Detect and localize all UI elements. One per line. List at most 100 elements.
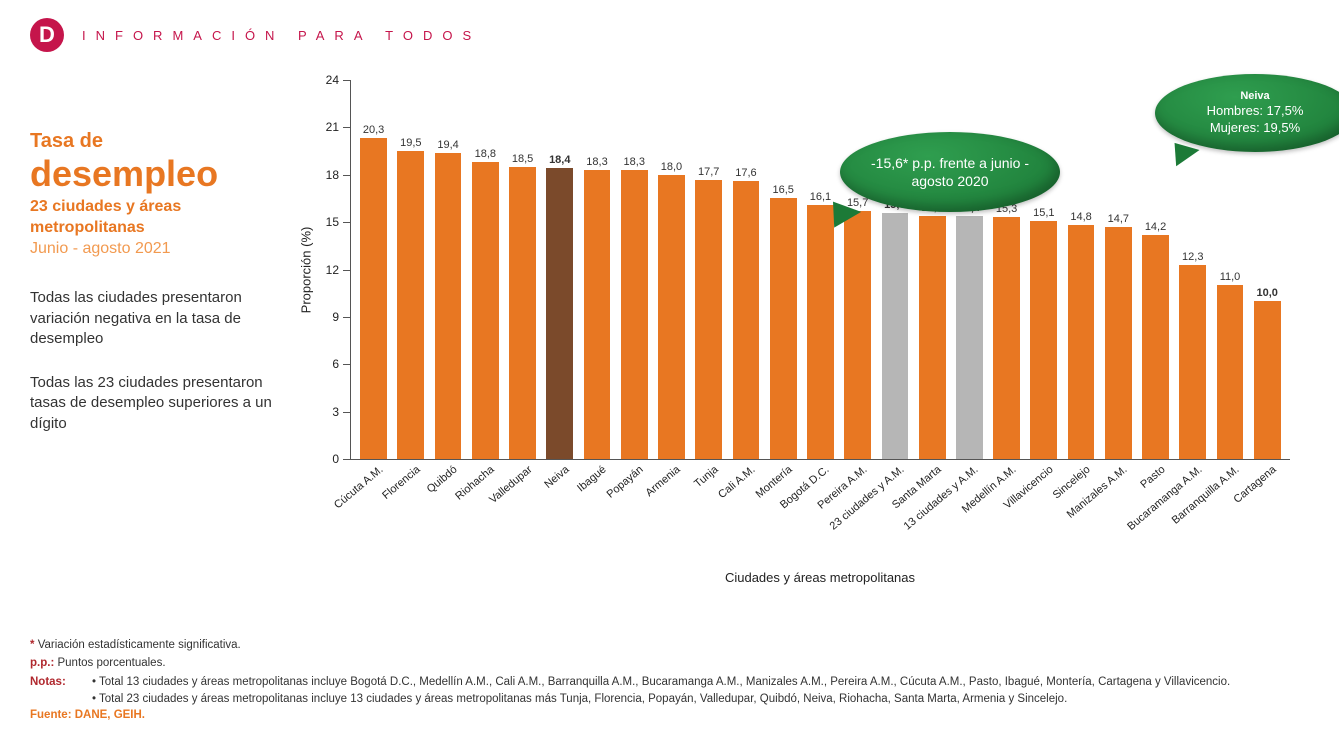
- bar-column: 20,3Cúcuta A.M.: [355, 80, 392, 459]
- footnote-pp-label: p.p.:: [30, 657, 54, 669]
- bar-column: 18,4Neiva: [541, 80, 578, 459]
- bar-column: 17,7Tunja: [690, 80, 727, 459]
- bar-column: 18,8Riohacha: [467, 80, 504, 459]
- bar-value-label: 18,8: [475, 148, 496, 160]
- title-period: Junio - agosto 2021: [30, 240, 290, 258]
- callout-neiva: Neiva Hombres: 17,5% Mujeres: 19,5%: [1155, 74, 1339, 152]
- summary-paragraph-2: Todas las 23 ciudades presentaron tasas …: [30, 373, 290, 434]
- bar: [584, 170, 611, 459]
- bar: [770, 198, 797, 459]
- bar-value-label: 17,7: [698, 166, 719, 178]
- plot-area: 20,3Cúcuta A.M.19,5Florencia19,4Quibdó18…: [350, 80, 1290, 460]
- brand-tagline: INFORMACIÓN PARA TODOS: [82, 28, 481, 43]
- y-tick-label: 18: [326, 168, 351, 182]
- bar-category-label: Cali A.M.: [712, 459, 757, 501]
- footnote-source: Fuente: DANE, GEIH.: [30, 709, 145, 721]
- bar: [807, 205, 834, 459]
- bar-column: 16,1Bogotá D.C.: [802, 80, 839, 459]
- bar-column: 16,5Montería: [765, 80, 802, 459]
- bar-value-label: 18,0: [661, 161, 682, 173]
- bar: [1142, 235, 1169, 459]
- bar-value-label: 14,8: [1070, 211, 1091, 223]
- bar: [360, 138, 387, 459]
- bar: [919, 216, 946, 459]
- bar-value-label: 16,1: [810, 191, 831, 203]
- bar-value-label: 18,3: [624, 156, 645, 168]
- y-tick-label: 0: [332, 452, 351, 466]
- bar-column: 18,3Popayán: [616, 80, 653, 459]
- bar-category-label: Popayán: [601, 459, 646, 501]
- bar: [435, 153, 462, 459]
- bar: [509, 167, 536, 459]
- bar: [1254, 301, 1281, 459]
- bar-value-label: 11,0: [1220, 271, 1241, 283]
- footnote-notes-2: • Total 23 ciudades y áreas metropolitan…: [92, 691, 1319, 708]
- bar-value-label: 19,4: [437, 139, 458, 151]
- bar-value-label: 12,3: [1182, 251, 1203, 263]
- bar-category-label: Cúcuta A.M.: [328, 459, 385, 511]
- callout-neiva-women: Mujeres: 19,5%: [1210, 120, 1300, 135]
- y-tick-label: 3: [332, 405, 351, 419]
- bar-value-label: 18,3: [586, 156, 607, 168]
- y-tick-label: 9: [332, 310, 351, 324]
- title-subtitle: 23 ciudades y áreas metropolitanas: [30, 197, 290, 239]
- bar-column: 18,0Armenia: [653, 80, 690, 459]
- callout-change-text: -15,6* p.p. frente a junio - agosto 2020: [858, 154, 1042, 190]
- header: D INFORMACIÓN PARA TODOS: [30, 18, 481, 52]
- bar-category-label: Armenia: [640, 459, 683, 499]
- bar: [546, 168, 573, 459]
- bar: [1030, 221, 1057, 459]
- y-tick-label: 21: [326, 120, 351, 134]
- bar-value-label: 18,4: [549, 154, 570, 166]
- bar-chart: Proporción (%) 20,3Cúcuta A.M.19,5Floren…: [300, 70, 1310, 580]
- bar: [1217, 285, 1244, 459]
- summary-paragraph-1: Todas las ciudades presentaron variación…: [30, 288, 290, 349]
- bar: [621, 170, 648, 459]
- footnote-notes-label: Notas:: [30, 674, 86, 691]
- y-tick-label: 15: [326, 215, 351, 229]
- footnote-notes-1: • Total 13 ciudades y áreas metropolitan…: [92, 674, 1319, 691]
- bar-column: 17,6Cali A.M.: [727, 80, 764, 459]
- bar-value-label: 14,7: [1108, 213, 1129, 225]
- callout-change: -15,6* p.p. frente a junio - agosto 2020: [840, 132, 1060, 212]
- bar: [1179, 265, 1206, 459]
- bar-column: 14,8Sincelejo: [1062, 80, 1099, 459]
- y-tick-label: 12: [326, 263, 351, 277]
- y-tick-label: 6: [332, 357, 351, 371]
- bar-value-label: 16,5: [772, 184, 793, 196]
- footnote-asterisk-label: *: [30, 639, 34, 651]
- title-line2: desempleo: [30, 155, 290, 193]
- callout-neiva-men: Hombres: 17,5%: [1207, 103, 1304, 118]
- bar-category-label: Neiva: [538, 459, 571, 491]
- y-axis-title: Proporción (%): [299, 227, 314, 314]
- y-tick-label: 24: [326, 73, 351, 87]
- bar: [1068, 225, 1095, 459]
- x-axis-title: Ciudades y áreas metropolitanas: [350, 570, 1290, 585]
- bar-value-label: 18,5: [512, 153, 533, 165]
- bar: [472, 162, 499, 459]
- bar: [397, 151, 424, 459]
- bar: [733, 181, 760, 459]
- bar: [1105, 227, 1132, 459]
- bar: [844, 211, 871, 459]
- bar-column: 19,5Florencia: [392, 80, 429, 459]
- footnotes: * Variación estadísticamente significati…: [30, 637, 1319, 726]
- bar: [956, 216, 983, 459]
- footnote-pp-text: Puntos porcentuales.: [57, 657, 165, 669]
- bar-value-label: 20,3: [363, 124, 384, 136]
- bar: [882, 213, 909, 459]
- bars-container: 20,3Cúcuta A.M.19,5Florencia19,4Quibdó18…: [351, 80, 1290, 459]
- footnote-asterisk-text: Variación estadísticamente significativa…: [38, 639, 241, 651]
- bar-column: 15,7Pereira A.M.: [839, 80, 876, 459]
- bar: [695, 180, 722, 460]
- bar-value-label: 15,1: [1033, 207, 1054, 219]
- bar-category-label: Florencia: [376, 459, 422, 502]
- title-line1: Tasa de: [30, 130, 290, 153]
- bar-value-label: 19,5: [400, 137, 421, 149]
- bar-column: 18,5Valledupar: [504, 80, 541, 459]
- bar-value-label: 10,0: [1257, 287, 1278, 299]
- bar-column: 15,1Villavicencio: [1025, 80, 1062, 459]
- bar-column: 18,3Ibagué: [578, 80, 615, 459]
- callout-neiva-title: Neiva: [1207, 89, 1304, 103]
- bar-column: 14,7Manizales A.M.: [1100, 80, 1137, 459]
